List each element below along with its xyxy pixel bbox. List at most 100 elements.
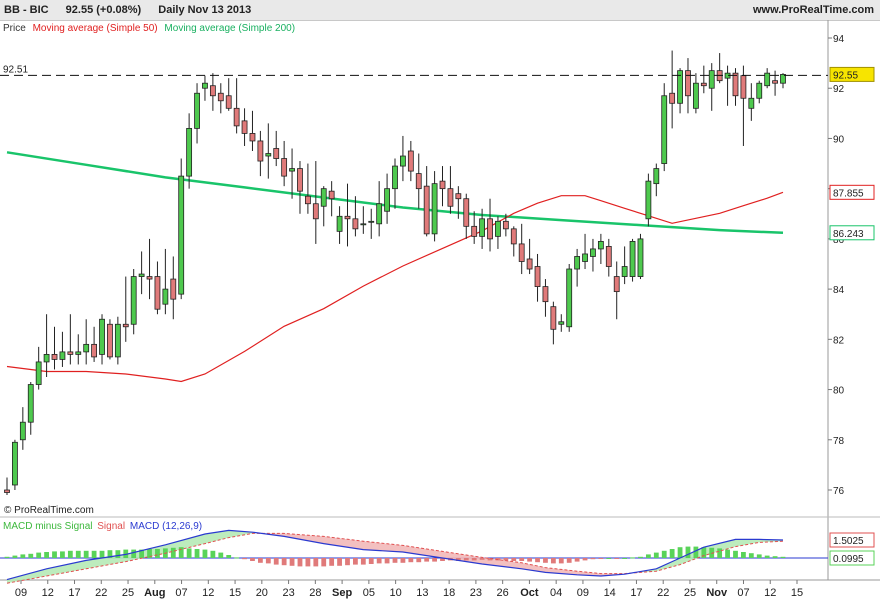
candle[interactable] [764, 68, 771, 89]
macd-histogram-bar[interactable] [83, 550, 89, 558]
candle[interactable] [138, 251, 145, 295]
macd-histogram-bar[interactable] [305, 558, 311, 567]
candle[interactable] [558, 314, 565, 332]
candle[interactable] [162, 248, 169, 315]
candle[interactable] [700, 65, 707, 94]
candle[interactable] [526, 238, 533, 275]
candle[interactable] [384, 173, 390, 224]
candle[interactable] [51, 326, 58, 370]
candle[interactable] [312, 161, 319, 244]
candle[interactable] [35, 346, 42, 390]
macd-histogram-bar[interactable] [67, 550, 73, 558]
candle[interactable] [217, 83, 224, 114]
candle[interactable] [75, 334, 82, 365]
macd-histogram-bar[interactable] [638, 556, 643, 558]
candle[interactable] [91, 326, 98, 362]
candle[interactable] [597, 233, 604, 264]
candle[interactable] [455, 186, 462, 219]
macd-histogram-bar[interactable] [107, 550, 113, 558]
macd-histogram-bar[interactable] [741, 552, 746, 558]
candle[interactable] [431, 171, 438, 242]
candle[interactable] [621, 246, 628, 285]
macd-histogram-bar[interactable] [281, 558, 287, 566]
candle[interactable] [328, 181, 335, 217]
legend-ma50[interactable]: Moving average (Simple 50) [32, 23, 158, 34]
macd-histogram-bar[interactable] [289, 558, 295, 566]
macd-histogram-bar[interactable] [408, 558, 414, 563]
candle[interactable] [685, 58, 691, 114]
macd-histogram-bar[interactable] [337, 558, 342, 566]
macd-histogram-bar[interactable] [748, 553, 754, 558]
macd-histogram-bar[interactable] [416, 558, 422, 563]
macd-histogram-bar[interactable] [242, 558, 247, 560]
macd-histogram-bar[interactable] [645, 554, 651, 558]
candle[interactable] [732, 68, 739, 106]
candle[interactable] [423, 166, 430, 237]
macd-histogram-bar[interactable] [28, 553, 34, 558]
macd-histogram-bar[interactable] [535, 558, 540, 563]
macd-histogram-bar[interactable] [622, 558, 628, 559]
macd-histogram-bar[interactable] [36, 552, 42, 558]
macd-histogram-bar[interactable] [178, 547, 184, 558]
candle[interactable] [376, 181, 383, 237]
candle[interactable] [487, 198, 493, 252]
macd-histogram-bar[interactable] [503, 558, 509, 561]
ma200-line[interactable] [6, 151, 784, 235]
candle[interactable] [637, 233, 644, 280]
macd-histogram-bar[interactable] [455, 558, 461, 561]
candle[interactable] [463, 193, 470, 239]
candle[interactable] [360, 206, 367, 234]
candle[interactable] [154, 261, 161, 315]
site-label[interactable]: www.ProRealTime.com [752, 4, 874, 16]
macd-histogram-bar[interactable] [432, 558, 437, 562]
macd-histogram-bar[interactable] [693, 546, 699, 558]
macd-histogram-bar[interactable] [360, 558, 366, 565]
macd-histogram-bar[interactable] [717, 548, 723, 558]
candle[interactable] [724, 65, 731, 106]
candle[interactable] [27, 382, 34, 435]
macd-histogram-bar[interactable] [566, 558, 572, 563]
macd-histogram-bar[interactable] [471, 558, 477, 561]
candle[interactable] [692, 73, 699, 114]
macd-histogram-bar[interactable] [170, 547, 176, 558]
candle[interactable] [107, 319, 113, 360]
macd-histogram-bar[interactable] [202, 549, 208, 558]
macd-histogram-bar[interactable] [780, 556, 786, 558]
macd-histogram-bar[interactable] [440, 558, 445, 561]
candle[interactable] [645, 173, 652, 227]
macd-histogram-bar[interactable] [218, 552, 224, 558]
macd-histogram-bar[interactable] [329, 558, 335, 566]
macd-histogram-bar[interactable] [186, 548, 192, 558]
macd-histogram-bar[interactable] [265, 558, 271, 564]
macd-histogram-bar[interactable] [91, 550, 97, 558]
candle[interactable] [550, 301, 557, 345]
macd-histogram-bar[interactable] [273, 558, 279, 565]
candle[interactable] [574, 248, 581, 287]
candle[interactable] [265, 123, 272, 179]
candle[interactable] [495, 216, 501, 249]
candle[interactable] [407, 140, 414, 182]
candle[interactable] [178, 158, 185, 300]
macd-histogram-bar[interactable] [519, 558, 525, 561]
macd-histogram-bar[interactable] [60, 551, 65, 558]
macd-histogram-bar[interactable] [487, 558, 493, 561]
macd-histogram-bar[interactable] [194, 549, 200, 558]
candle[interactable] [590, 238, 596, 272]
macd-histogram-bar[interactable] [574, 558, 580, 562]
candle[interactable] [661, 83, 668, 172]
macd-histogram-bar[interactable] [630, 557, 635, 559]
macd-histogram-bar[interactable] [234, 557, 240, 559]
macd-histogram-bar[interactable] [764, 555, 770, 558]
macd-histogram-bar[interactable] [527, 558, 533, 562]
macd-histogram-bar[interactable] [756, 554, 762, 558]
candle[interactable] [19, 407, 26, 450]
macd-histogram-bar[interactable] [424, 558, 430, 562]
macd-histogram-bar[interactable] [250, 558, 255, 561]
candle[interactable] [289, 148, 295, 199]
candle[interactable] [297, 161, 303, 214]
candle[interactable] [780, 73, 786, 89]
legend-macd-signal[interactable]: Signal [97, 521, 126, 532]
macd-histogram-bar[interactable] [368, 558, 374, 564]
macd-histogram-bar[interactable] [701, 547, 707, 558]
macd-histogram-bar[interactable] [44, 552, 49, 558]
